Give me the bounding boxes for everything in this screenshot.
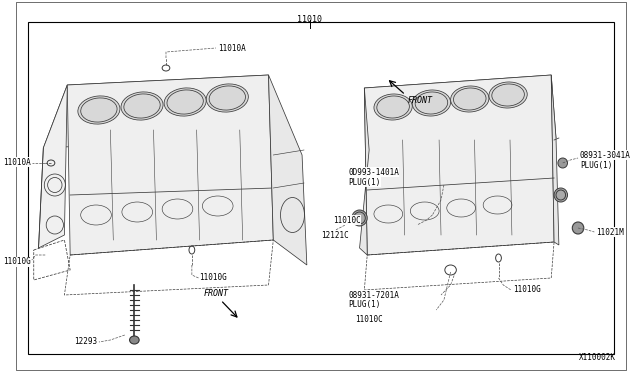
Text: 11010C: 11010C xyxy=(333,215,360,224)
Text: X110002K: X110002K xyxy=(579,353,616,362)
Ellipse shape xyxy=(206,84,248,112)
Text: 08931-3041A: 08931-3041A xyxy=(580,151,631,160)
Text: 11010G: 11010G xyxy=(513,285,541,295)
Polygon shape xyxy=(38,85,67,248)
Text: PLUG(1): PLUG(1) xyxy=(348,177,380,186)
Text: 0D993-1401A: 0D993-1401A xyxy=(348,167,399,176)
Ellipse shape xyxy=(412,90,451,116)
Text: 11010C: 11010C xyxy=(355,315,383,324)
Ellipse shape xyxy=(121,92,163,120)
Ellipse shape xyxy=(554,188,568,202)
Polygon shape xyxy=(551,75,559,245)
Polygon shape xyxy=(364,75,554,255)
Text: 08931-7201A: 08931-7201A xyxy=(348,291,399,299)
Ellipse shape xyxy=(374,94,412,120)
Ellipse shape xyxy=(164,88,206,116)
Ellipse shape xyxy=(489,82,527,108)
Bar xyxy=(28,22,614,354)
Ellipse shape xyxy=(129,336,139,344)
Polygon shape xyxy=(269,75,307,265)
Text: 11010A: 11010A xyxy=(3,157,31,167)
Text: 11010A: 11010A xyxy=(218,44,246,52)
Text: 12293: 12293 xyxy=(74,337,97,346)
Text: 11010: 11010 xyxy=(297,15,322,24)
Text: FRONT: FRONT xyxy=(204,289,228,298)
Text: 11010G: 11010G xyxy=(3,257,31,266)
Polygon shape xyxy=(364,75,556,150)
Text: PLUG(1): PLUG(1) xyxy=(580,160,612,170)
Polygon shape xyxy=(44,75,269,148)
Text: 11010G: 11010G xyxy=(200,273,227,282)
Text: PLUG(1): PLUG(1) xyxy=(348,301,380,310)
Ellipse shape xyxy=(572,222,584,234)
Text: 12121C: 12121C xyxy=(321,231,349,240)
Ellipse shape xyxy=(352,210,367,226)
Polygon shape xyxy=(360,88,369,255)
Text: 11021M: 11021M xyxy=(596,228,624,237)
Ellipse shape xyxy=(78,96,120,124)
Polygon shape xyxy=(67,75,273,255)
Text: FRONT: FRONT xyxy=(408,96,433,105)
Ellipse shape xyxy=(451,86,489,112)
Ellipse shape xyxy=(558,158,568,168)
